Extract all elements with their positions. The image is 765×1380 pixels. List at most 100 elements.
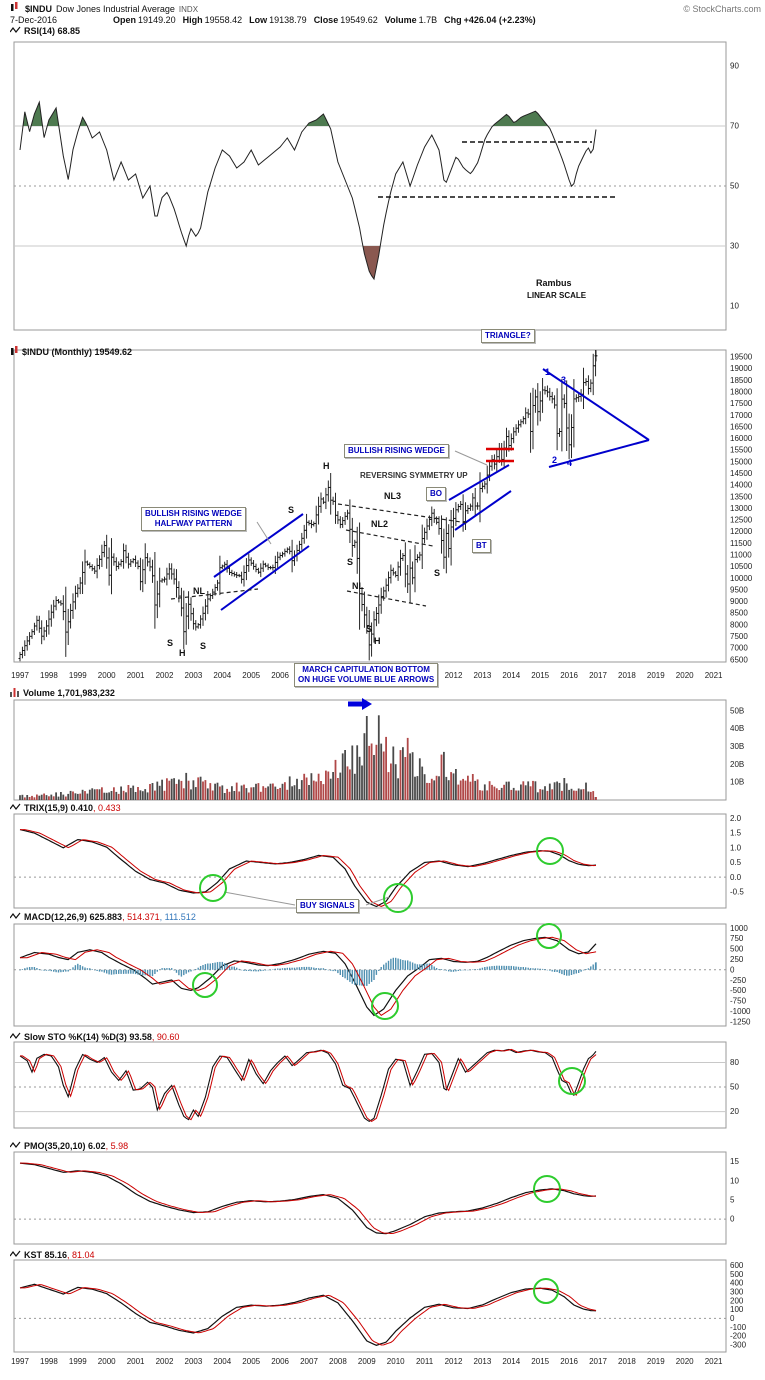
svg-text:-100: -100 (730, 1323, 747, 1332)
svg-text:-1250: -1250 (730, 1017, 751, 1026)
svg-text:2014: 2014 (502, 1357, 520, 1366)
svg-text:2012: 2012 (445, 1357, 463, 1366)
svg-text:1999: 1999 (69, 1357, 87, 1366)
svg-text:2008: 2008 (329, 1357, 347, 1366)
buy-signal-circle (192, 972, 218, 998)
svg-text:11000: 11000 (730, 550, 752, 559)
svg-text:50: 50 (730, 182, 739, 191)
svg-text:2000: 2000 (98, 1357, 116, 1366)
svg-text:1997: 1997 (11, 1357, 29, 1366)
candlestick-icon (10, 2, 19, 14)
buy-signal-circle (383, 883, 413, 913)
buy-signal-circle (558, 1067, 586, 1095)
svg-text:1998: 1998 (40, 1357, 58, 1366)
svg-text:400: 400 (730, 1279, 744, 1288)
svg-text:2018: 2018 (618, 671, 636, 680)
svg-text:2020: 2020 (676, 671, 694, 680)
svg-text:0.0: 0.0 (730, 873, 742, 882)
svg-text:10000: 10000 (730, 574, 753, 583)
quote-values: Open 19149.20 High 19558.42 Low 19138.79 Cl… (113, 15, 538, 25)
svg-text:12000: 12000 (730, 527, 753, 536)
svg-text:0.5: 0.5 (730, 858, 742, 867)
quote-open: Open 19149.20 (113, 15, 176, 25)
svg-text:2019: 2019 (647, 1357, 665, 1366)
svg-text:2011: 2011 (416, 671, 434, 680)
buy-signal-circle (199, 874, 227, 902)
svg-text:0: 0 (730, 1314, 735, 1323)
svg-text:13000: 13000 (730, 504, 753, 513)
svg-text:15500: 15500 (730, 446, 753, 455)
panel-price: 6500 7000 7500 8000 8500 9000 9500 10000 10500 11… (13, 349, 753, 664)
svg-text:2013: 2013 (474, 1357, 492, 1366)
panel-volume: 50B 40B 30B 20B 10B (13, 699, 744, 801)
svg-text:2005: 2005 (242, 671, 260, 680)
copyright: © StockCharts.com (683, 4, 761, 14)
svg-text:2000: 2000 (98, 671, 116, 680)
svg-text:2.0: 2.0 (730, 814, 742, 823)
panel-rsi: 90 70 50 30 10 (13, 41, 739, 331)
svg-text:2020: 2020 (676, 1357, 694, 1366)
x-axis-years: 1997 1998 1999 2000 2001 2002 2003 2004 2005 2006… (11, 671, 723, 680)
svg-text:2010: 2010 (387, 1357, 405, 1366)
svg-text:2008: 2008 (329, 671, 347, 680)
svg-text:18500: 18500 (730, 376, 753, 385)
svg-text:-250: -250 (730, 976, 747, 985)
quote-close: Close 19549.62 (313, 15, 378, 25)
quote-high: High 19558.42 (182, 15, 243, 25)
svg-text:17000: 17000 (730, 411, 753, 420)
svg-text:40B: 40B (730, 724, 744, 733)
panel-pmo: 15 10 5 0 (13, 1151, 739, 1245)
svg-text:-200: -200 (730, 1332, 747, 1341)
svg-text:10B: 10B (730, 778, 744, 787)
svg-text:0: 0 (730, 965, 735, 974)
svg-text:2017: 2017 (589, 1357, 607, 1366)
svg-text:2009: 2009 (358, 671, 376, 680)
svg-text:-1000: -1000 (730, 1007, 751, 1016)
svg-text:250: 250 (730, 955, 744, 964)
buy-signal-circle (536, 837, 564, 865)
svg-text:200: 200 (730, 1296, 744, 1305)
svg-text:1999: 1999 (69, 671, 87, 680)
exchange-label: INDX (178, 5, 199, 14)
svg-text:50: 50 (730, 1083, 739, 1092)
svg-text:8000: 8000 (730, 620, 748, 629)
svg-text:1000: 1000 (730, 924, 748, 933)
svg-text:500: 500 (730, 1270, 744, 1279)
svg-text:1997: 1997 (11, 671, 29, 680)
svg-text:12500: 12500 (730, 516, 753, 525)
svg-text:2004: 2004 (213, 1357, 231, 1366)
svg-text:600: 600 (730, 1261, 744, 1270)
svg-text:-750: -750 (730, 997, 747, 1006)
svg-text:500: 500 (730, 945, 744, 954)
svg-text:-500: -500 (730, 986, 747, 995)
svg-text:1.0: 1.0 (730, 843, 742, 852)
svg-text:0: 0 (730, 1215, 735, 1224)
svg-text:2018: 2018 (618, 1357, 636, 1366)
svg-text:20B: 20B (730, 760, 744, 769)
svg-text:70: 70 (730, 122, 739, 131)
svg-text:18000: 18000 (730, 388, 753, 397)
svg-text:2021: 2021 (705, 1357, 723, 1366)
x-axis-years: 1997 1998 1999 2000 2001 2002 2003 2004 2005 2006… (11, 1357, 723, 1366)
svg-text:90: 90 (730, 62, 739, 71)
svg-text:2002: 2002 (156, 671, 174, 680)
svg-text:10500: 10500 (730, 562, 753, 571)
symbol-name: Dow Jones Industrial Average (56, 4, 175, 14)
svg-text:30B: 30B (730, 742, 744, 751)
svg-text:2003: 2003 (185, 1357, 203, 1366)
svg-text:2016: 2016 (560, 1357, 578, 1366)
svg-text:8500: 8500 (730, 609, 748, 618)
svg-text:5: 5 (730, 1196, 735, 1205)
buy-signal-circle (533, 1278, 559, 1304)
svg-text:2015: 2015 (531, 671, 549, 680)
svg-text:16000: 16000 (730, 434, 753, 443)
svg-text:11500: 11500 (730, 539, 752, 548)
svg-text:2021: 2021 (705, 671, 723, 680)
buy-signal-circle (536, 923, 562, 949)
svg-text:2011: 2011 (416, 1357, 434, 1366)
svg-text:1.5: 1.5 (730, 829, 742, 838)
svg-text:16500: 16500 (730, 422, 753, 431)
svg-text:50B: 50B (730, 706, 744, 715)
